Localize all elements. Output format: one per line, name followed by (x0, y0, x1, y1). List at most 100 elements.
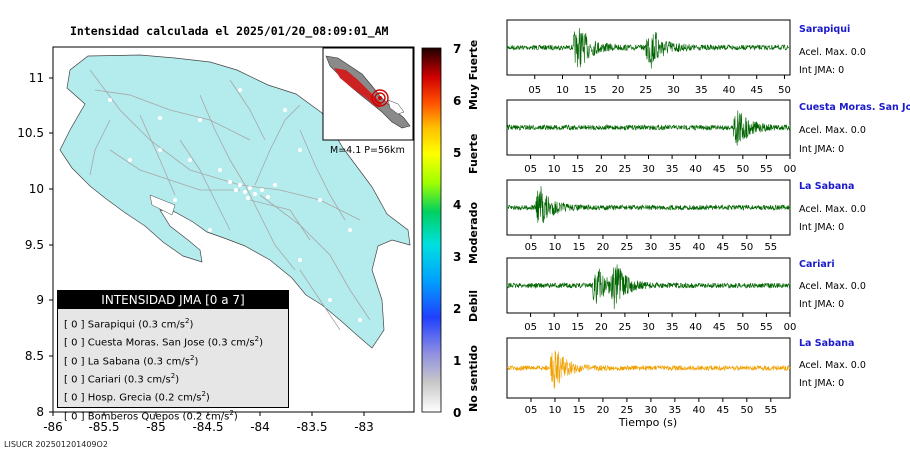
y-tick-label: 8 (36, 405, 44, 419)
colorbar-category-labels: No sentido Debil Moderado Fuerte Muy Fue… (467, 40, 480, 412)
inset-map (322, 47, 414, 141)
time-tick-label: 45 (713, 164, 726, 175)
time-tick-label: 40 (723, 85, 736, 96)
cb-label-moderado: Moderado (467, 201, 480, 264)
x-tick-label: -85.5 (88, 420, 119, 434)
station-int: Int JMA: 0 (799, 144, 845, 155)
waveform-trace (506, 186, 791, 224)
x-tick-label: -86 (43, 420, 63, 434)
x-tick-label: -84.5 (192, 420, 223, 434)
time-tick-label: 35 (666, 322, 679, 333)
time-tick-label: 30 (642, 164, 655, 175)
legend-station: Hosp. Grecia (0.2 cm/s (87, 392, 202, 404)
time-tick-label: 35 (669, 242, 682, 253)
time-tick-label: 30 (642, 322, 655, 333)
legend-station: Cuesta Moras. San Jose (0.3 cm/s (87, 337, 255, 349)
waveform-panel-la-sabana: 05 10 15 20 25 30 35 40 45 50 55 (506, 179, 791, 253)
legend-row: [ 0 ] Bomberos Quepos (0.2 cm/s2) (64, 407, 288, 423)
time-tick-label: 45 (750, 85, 763, 96)
time-tick-label: 40 (692, 242, 705, 253)
cb-tick: 1 (453, 354, 461, 368)
legend-station: Sarapiqui (0.3 cm/s (87, 319, 186, 331)
time-tick-label: 00 (784, 322, 797, 333)
cb-tick: 0 (453, 406, 461, 420)
colorbar-scale (421, 47, 442, 413)
map-title: Intensidad calculada el 2025/01/20_08:09… (70, 24, 389, 38)
cb-label-fuerte: Fuerte (467, 134, 480, 174)
time-tick-label: 15 (573, 405, 586, 416)
legend-jma: [ 0 ] (64, 337, 85, 349)
time-tick-label: 10 (556, 85, 569, 96)
legend-unit-sup: 2 (185, 317, 190, 325)
x-tick-label: -83.5 (296, 420, 327, 434)
time-tick-label: 55 (764, 405, 777, 416)
legend-close: ) (189, 319, 194, 331)
x-tick-label: -84 (250, 420, 270, 434)
legend-close: ) (175, 374, 180, 386)
time-tick-label: 20 (597, 405, 610, 416)
legend-close: ) (194, 355, 199, 367)
time-tick-label: 15 (573, 242, 586, 253)
epicenter-icon (371, 89, 389, 107)
waveform-trace (506, 110, 791, 146)
station-acel: Acel. Max. 0.0 (799, 204, 866, 215)
time-tick-label: 25 (621, 405, 634, 416)
time-tick-label: 00 (784, 164, 797, 175)
legend-jma: [ 0 ] (64, 374, 85, 386)
time-tick-label: 10 (548, 164, 561, 175)
legend-jma: [ 0 ] (64, 392, 85, 404)
legend-row: [ 0 ] Sarapiqui (0.3 cm/s2) (64, 315, 288, 331)
cb-tick: 7 (453, 42, 461, 56)
time-tick-label: 20 (595, 322, 608, 333)
waveform-panel-la-sabana-2: 05 10 15 20 25 30 35 40 45 50 55 (506, 337, 791, 416)
legend-row: [ 0 ] La Sabana (0.3 cm/s2) (64, 352, 288, 368)
time-tick-label: 50 (740, 242, 753, 253)
inset-label: M=4.1 P=56km (330, 145, 405, 156)
time-tick-label: 55 (760, 322, 773, 333)
time-tick-label: 35 (695, 85, 708, 96)
legend-close: ) (205, 392, 210, 404)
time-tick-label: 05 (525, 242, 538, 253)
intensity-legend: INTENSIDAD JMA [0 a 7] [ 0 ] Sarapiqui (… (57, 290, 289, 422)
y-tick-label: 10 (29, 182, 44, 196)
cb-label-debil: Debil (467, 290, 480, 322)
waveform-trace (506, 264, 791, 310)
legend-jma: [ 0 ] (64, 355, 85, 367)
legend-title: INTENSIDAD JMA [0 a 7] (58, 291, 288, 309)
station-acel: Acel. Max. 0.0 (799, 281, 866, 292)
legend-jma: [ 0 ] (64, 410, 85, 422)
legend-station: La Sabana (0.3 cm/s (87, 355, 190, 367)
time-tick-label: 50 (778, 85, 791, 96)
cb-tick: 6 (453, 94, 461, 108)
time-tick-label: 55 (764, 242, 777, 253)
cb-label-no-sentido: No sentido (467, 345, 480, 412)
time-tick-label: 40 (689, 322, 702, 333)
time-tick-label: 50 (740, 405, 753, 416)
station-name: Cariari (799, 259, 835, 270)
time-tick-label: 20 (612, 85, 625, 96)
road-network (89, 69, 371, 331)
time-tick-label: 05 (525, 405, 538, 416)
time-tick-label: 35 (669, 405, 682, 416)
colorbar-tick-labels: 0 1 2 3 4 5 6 7 (453, 42, 461, 420)
legend-row: [ 0 ] Cariari (0.3 cm/s2) (64, 370, 288, 386)
station-name: La Sabana (799, 181, 855, 192)
legend-unit-sup: 2 (229, 408, 234, 417)
legend-unit-sup: 2 (170, 371, 176, 380)
time-tick-labels: 05 10 15 20 25 30 35 40 45 50 55 00 (524, 155, 796, 175)
time-tick-label: 40 (692, 405, 705, 416)
x-tick-label: -85 (146, 420, 166, 434)
time-tick-label: 30 (645, 405, 658, 416)
station-name: La Sabana (799, 338, 855, 349)
legend-unit-sup: 2 (190, 353, 195, 362)
time-axis-label: Tiempo (s) (618, 416, 677, 429)
legend-row: [ 0 ] Cuesta Moras. San Jose (0.3 cm/s2) (64, 333, 288, 349)
waveform-panel-cariari: 05 10 15 20 25 30 35 40 45 50 55 00 (506, 257, 797, 333)
legend-station: Bomberos Quepos (0.2 cm/s (87, 410, 230, 422)
time-tick-labels: 05 10 15 20 25 30 35 40 45 50 55 (525, 235, 777, 253)
time-tick-label: 55 (760, 164, 773, 175)
time-tick-label: 35 (666, 164, 679, 175)
station-name: Cuesta Moras. San Jose (799, 102, 910, 113)
time-tick-label: 25 (621, 242, 634, 253)
time-tick-label: 30 (667, 85, 680, 96)
